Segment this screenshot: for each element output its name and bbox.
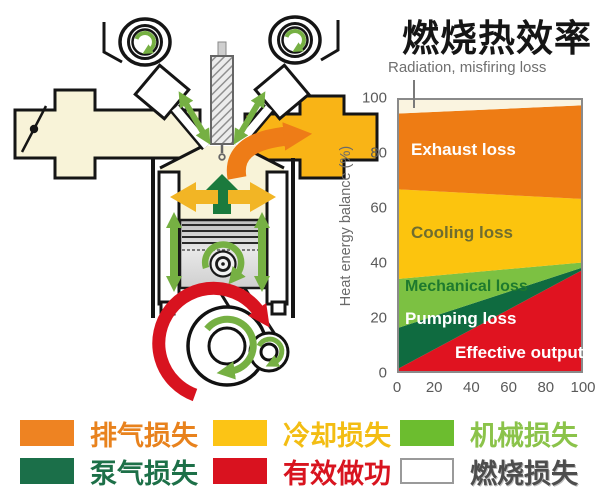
legend-item-effective: 有效做功 <box>213 456 391 489</box>
legend-label: 泵气损失 <box>90 458 198 489</box>
friction-arrow-right-icon <box>254 212 270 292</box>
x-tick: 0 <box>392 379 402 396</box>
radiation-annotation: Radiation, misfiring loss <box>388 59 547 76</box>
y-tick: 40 <box>370 254 387 272</box>
annotation-pointer-line <box>413 80 415 108</box>
legend-item-pumping: 泵气损失 <box>20 456 198 489</box>
x-tick: 20 <box>425 379 443 396</box>
x-tick: 60 <box>500 379 517 396</box>
area-effective-output <box>399 270 581 371</box>
legend-item-exhaust: 排气损失 <box>20 418 198 451</box>
y-axis-ticks: 0 20 40 60 80 100 <box>352 90 392 382</box>
x-tick: 100 <box>570 379 596 396</box>
spark-plug <box>210 41 234 161</box>
exhaust-swatch-icon <box>20 420 74 446</box>
legend-label: 机械损失 <box>470 420 578 451</box>
legend-item-mechanical: 机械损失 <box>400 418 578 451</box>
y-tick: 0 <box>378 364 387 382</box>
valve-motion-arrow-right-icon <box>233 91 266 145</box>
x-tick: 80 <box>537 379 555 396</box>
cooling-arrow-left-icon <box>170 182 218 212</box>
combustion-swatch-icon <box>400 458 454 484</box>
camshaft-left <box>102 17 172 67</box>
legend-item-combustion: 燃烧损失 <box>400 456 578 489</box>
valve-motion-arrow-left-icon <box>178 91 211 145</box>
y-tick: 80 <box>370 144 387 162</box>
engine-diagram <box>13 15 379 402</box>
camshaft-right <box>268 15 340 65</box>
cylinder-wall-right <box>265 158 295 318</box>
cooling-swatch-icon <box>213 420 267 446</box>
legend: 排气损失 冷却损失 机械损失 泵气损失 有效做功 燃烧损失 <box>0 412 600 492</box>
crank-rotation-arrow-icon <box>204 315 257 380</box>
y-tick: 60 <box>370 199 387 217</box>
effective-swatch-icon <box>213 458 267 484</box>
cam-rotation-arrow-icon <box>134 31 156 55</box>
area-cooling-loss <box>399 189 581 279</box>
legend-label: 冷却损失 <box>283 420 391 451</box>
pumping-swatch-icon <box>20 458 74 484</box>
y-tick: 100 <box>361 89 387 107</box>
area-mechanical-loss <box>399 262 581 328</box>
throttle-valve-icon <box>20 105 48 153</box>
crank-output-arrow-icon <box>152 281 270 402</box>
area-pumping-loss <box>399 268 581 369</box>
crankpin-rotation-arrow-icon <box>256 336 285 367</box>
x-tick: 40 <box>463 379 480 396</box>
cooling-arrow-right-icon <box>228 182 276 212</box>
area-radiation-misfiring-loss <box>399 100 581 114</box>
exhaust-flow-arrow-icon <box>226 122 313 180</box>
piston-pin <box>209 250 237 278</box>
crankshaft <box>186 305 290 387</box>
mechanical-swatch-icon <box>400 420 454 446</box>
cam-rotation-arrow-icon <box>284 29 306 53</box>
stacked-area-chart <box>397 98 583 373</box>
y-tick: 20 <box>370 309 387 327</box>
legend-item-cooling: 冷却损失 <box>213 418 391 451</box>
friction-arrow-left-icon <box>166 212 182 292</box>
page-title: 燃烧热效率 <box>402 18 592 59</box>
area-exhaust-loss <box>399 105 581 199</box>
pin-rotation-arrow-icon <box>201 241 246 285</box>
x-axis-ticks: 0 20 40 60 80 100 <box>393 379 596 399</box>
legend-label: 有效做功 <box>283 458 391 489</box>
legend-label: 排气损失 <box>90 420 198 451</box>
piston <box>178 218 268 290</box>
legend-label: 燃烧损失 <box>470 458 578 489</box>
